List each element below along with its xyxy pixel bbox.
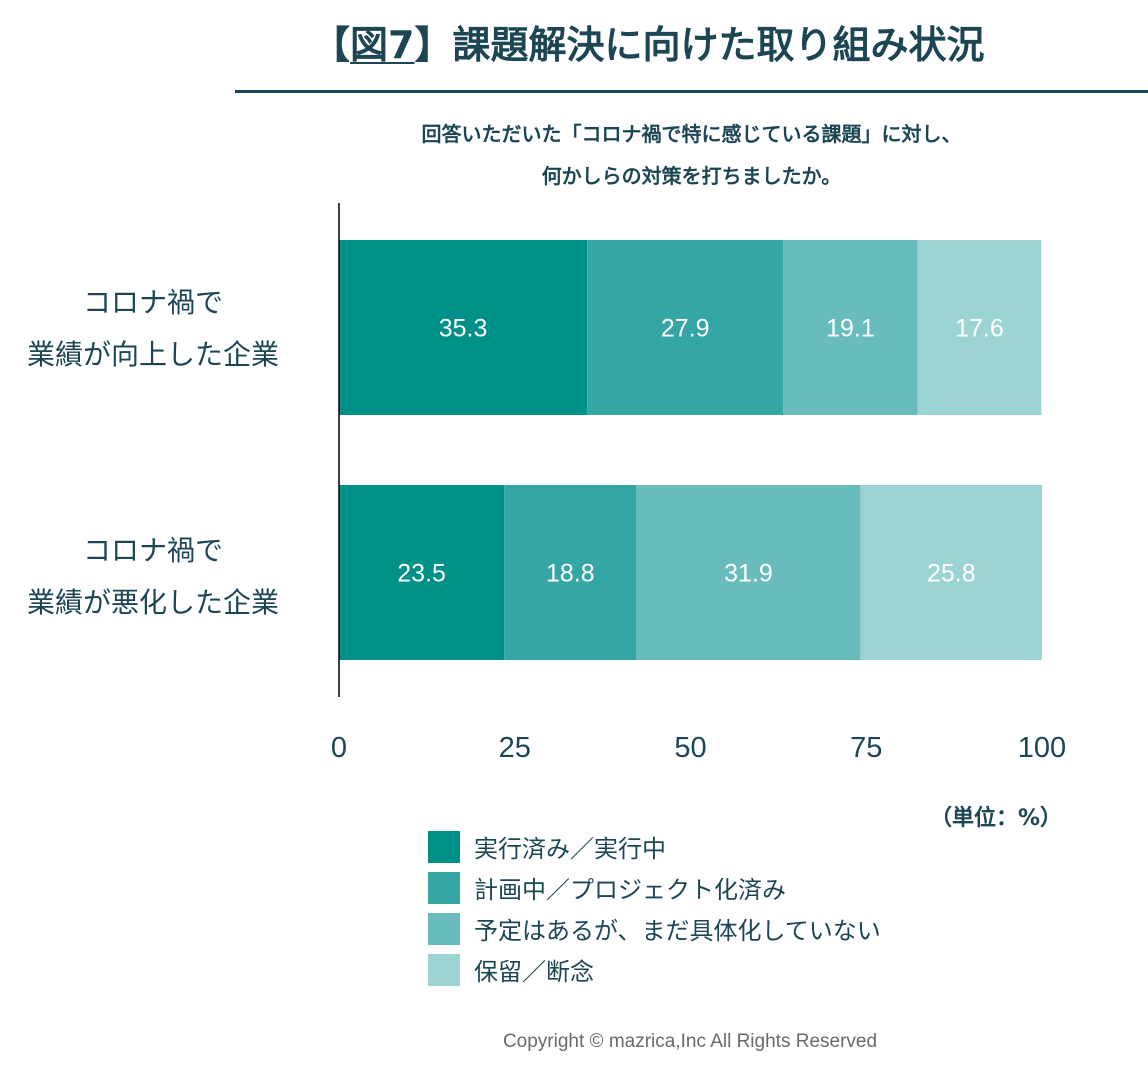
category-label-improved: コロナ禍で 業績が向上した企業: [0, 277, 306, 381]
copyright-notice: Copyright © mazrica,Inc All Rights Reser…: [502, 1031, 878, 1052]
data-label: 25.8: [927, 560, 976, 588]
chart-title: 【図7】課題解決に向けた取り組み状況: [312, 14, 984, 69]
legend: 実行済み／実行中 計画中／プロジェクト化済み 予定はあるが、まだ具体化していない…: [428, 826, 881, 990]
legend-label: 計画中／プロジェクト化済み: [474, 876, 786, 904]
x-tick-label: 75: [850, 732, 882, 764]
category-label-line: コロナ禍で: [82, 534, 223, 567]
data-label: 31.9: [724, 560, 773, 588]
x-tick-label: 25: [499, 732, 531, 764]
legend-swatch: [428, 830, 460, 863]
legend-item: 予定はあるが、まだ具体化していない: [428, 908, 881, 949]
data-label: 19.1: [826, 315, 875, 343]
data-label: 18.8: [546, 560, 595, 588]
legend-label: 保留／断念: [474, 958, 594, 986]
category-label-line: 業績が悪化した企業: [26, 586, 279, 619]
x-tick-label: 100: [1018, 732, 1066, 764]
bar-segment: [917, 240, 1042, 415]
legend-item: 保留／断念: [428, 949, 881, 990]
question-line-2: 何かしらの対策を打ちましたか。: [541, 164, 842, 188]
title-bracket-open: 【: [312, 23, 351, 67]
bar-segment: [636, 485, 861, 660]
legend-item: 実行済み／実行中: [428, 826, 881, 867]
unit-label: （単位：%）: [930, 806, 1063, 831]
data-label: 27.9: [661, 315, 710, 343]
title-text: 】課題解決に向けた取り組み状況: [414, 23, 985, 67]
question-line-1: 回答いただいた「コロナ禍で特に感じている課題」に対し、: [421, 122, 962, 146]
legend-label: 実行済み／実行中: [474, 835, 666, 863]
data-label: 23.5: [397, 560, 446, 588]
legend-swatch: [428, 871, 460, 904]
legend-item: 計画中／プロジェクト化済み: [428, 867, 881, 908]
category-label-worsened: コロナ禍で 業績が悪化した企業: [0, 525, 306, 629]
bar-segment: [860, 485, 1042, 660]
figure-number: 図7: [350, 23, 415, 67]
bar-segment: [339, 240, 588, 415]
bar-segment: [783, 240, 918, 415]
x-tick-label: 50: [674, 732, 706, 764]
data-label: 17.6: [955, 315, 1004, 343]
bar-segment: [504, 485, 637, 660]
data-label: 35.3: [439, 315, 488, 343]
legend-swatch: [428, 912, 460, 945]
category-label-line: コロナ禍で: [82, 286, 223, 319]
bar-segment: [587, 240, 784, 415]
x-tick-label: 0: [331, 732, 347, 764]
legend-label: 予定はあるが、まだ具体化していない: [474, 917, 881, 945]
bar-segment: [339, 485, 505, 660]
category-label-line: 業績が向上した企業: [26, 338, 279, 371]
legend-swatch: [428, 953, 460, 986]
title-underline: [235, 90, 1148, 93]
